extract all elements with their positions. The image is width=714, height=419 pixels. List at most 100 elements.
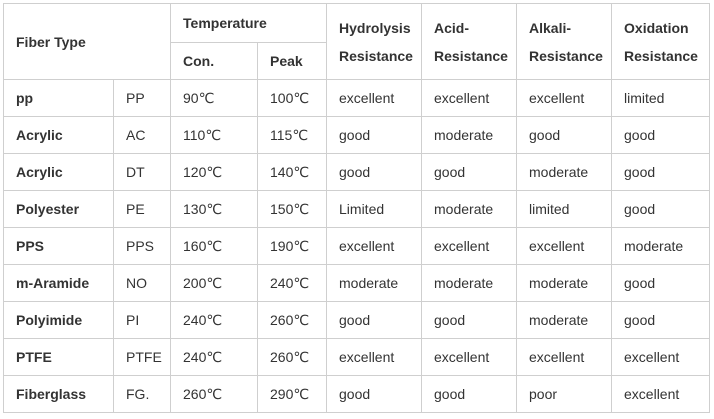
header-peak: Peak	[257, 42, 328, 80]
acid-resistance-cell: moderate	[421, 116, 518, 154]
header-subrow: Con. Peak	[4, 42, 710, 80]
fiber-code-cell: FG.	[112, 375, 172, 413]
acid-resistance-cell: good	[421, 301, 518, 339]
header-acid-line1: Acid-	[434, 19, 470, 36]
fiber-code-cell: PPS	[112, 227, 172, 265]
table-row: PTFE PTFE 240℃ 260℃ excellent excellent excell…	[3, 338, 711, 376]
temp-peak-cell: 290℃	[257, 375, 328, 413]
table-row: Acrylic DT 120℃ 140℃ good good moderate good	[3, 153, 711, 191]
temp-peak-cell: 260℃	[257, 301, 328, 339]
fiber-code-cell: DT	[112, 153, 172, 191]
fiber-code-cell: PTFE	[112, 338, 172, 376]
fiber-name-cell: Fiberglass	[3, 375, 114, 413]
temp-peak-cell: 190℃	[257, 227, 328, 265]
header-acid-line2: Resistance	[434, 47, 508, 64]
fiber-name-cell: Acrylic	[3, 116, 114, 154]
temp-con-cell: 200℃	[170, 264, 259, 302]
hydrolysis-resistance-cell: excellent	[326, 227, 423, 265]
temp-peak-cell: 240℃	[257, 264, 328, 302]
temp-peak-cell: 150℃	[257, 190, 328, 228]
alkali-resistance-cell: moderate	[516, 301, 613, 339]
alkali-resistance-cell: limited	[516, 190, 613, 228]
alkali-resistance-cell: excellent	[516, 338, 613, 376]
header-alkali-line2: Resistance	[529, 47, 603, 64]
temp-con-cell: 90℃	[170, 79, 259, 117]
table-row: Polyimide PI 240℃ 260℃ good good moderate good	[3, 301, 711, 339]
acid-resistance-cell: excellent	[421, 338, 518, 376]
header-acid-resistance: Acid- Resistance	[421, 3, 518, 80]
fiber-code-cell: AC	[112, 116, 172, 154]
header-temperature: Temperature	[170, 3, 328, 43]
hydrolysis-resistance-cell: good	[326, 375, 423, 413]
table-body: pp PP 90℃ 100℃ excellent excellent excellent li…	[3, 79, 711, 413]
acid-resistance-cell: moderate	[421, 190, 518, 228]
oxidation-resistance-cell: moderate	[611, 227, 711, 265]
table-row: Acrylic AC 110℃ 115℃ good moderate good good	[3, 116, 711, 154]
header-alkali-line1: Alkali-	[529, 19, 572, 36]
table-row: m-Aramide NO 200℃ 240℃ moderate moderate moder…	[3, 264, 711, 302]
fiber-name-cell: Polyester	[3, 190, 114, 228]
oxidation-resistance-cell: good	[611, 153, 711, 191]
temp-con-cell: 120℃	[170, 153, 259, 191]
table-row: PPS PPS 160℃ 190℃ excellent excellent excellen…	[3, 227, 711, 265]
temp-peak-cell: 140℃	[257, 153, 328, 191]
alkali-resistance-cell: excellent	[516, 79, 613, 117]
temp-peak-cell: 100℃	[257, 79, 328, 117]
acid-resistance-cell: excellent	[421, 79, 518, 117]
fiber-code-cell: PI	[112, 301, 172, 339]
oxidation-resistance-cell: good	[611, 190, 711, 228]
header-oxidation-line1: Oxidation	[624, 19, 689, 36]
fiber-name-cell: PTFE	[3, 338, 114, 376]
temp-peak-cell: 115℃	[257, 116, 328, 154]
table-row: Polyester PE 130℃ 150℃ Limited moderate limite…	[3, 190, 711, 228]
fiber-properties-table: Fiber Type Temperature Hydrolysis Resist…	[2, 3, 711, 413]
oxidation-resistance-cell: limited	[611, 79, 711, 117]
oxidation-resistance-cell: good	[611, 116, 711, 154]
acid-resistance-cell: good	[421, 153, 518, 191]
alkali-resistance-cell: moderate	[516, 153, 613, 191]
temp-con-cell: 110℃	[170, 116, 259, 154]
header-hydrolysis-line2: Resistance	[339, 47, 413, 64]
table-row: Fiberglass FG. 260℃ 290℃ good good poor excelle…	[3, 375, 711, 413]
hydrolysis-resistance-cell: Limited	[326, 190, 423, 228]
header-alkali-resistance: Alkali- Resistance	[516, 3, 613, 80]
alkali-resistance-cell: poor	[516, 375, 613, 413]
temp-con-cell: 240℃	[170, 338, 259, 376]
acid-resistance-cell: excellent	[421, 227, 518, 265]
alkali-resistance-cell: good	[516, 116, 613, 154]
header-con: Con.	[170, 42, 259, 80]
header-hydrolysis-resistance: Hydrolysis Resistance	[326, 3, 423, 80]
fiber-name-cell: m-Aramide	[3, 264, 114, 302]
fiber-name-cell: Acrylic	[3, 153, 114, 191]
hydrolysis-resistance-cell: excellent	[326, 338, 423, 376]
alkali-resistance-cell: excellent	[516, 227, 613, 265]
hydrolysis-resistance-cell: good	[326, 116, 423, 154]
fiber-code-cell: NO	[112, 264, 172, 302]
alkali-resistance-cell: moderate	[516, 264, 613, 302]
acid-resistance-cell: good	[421, 375, 518, 413]
header-hydrolysis-line1: Hydrolysis	[339, 19, 411, 36]
acid-resistance-cell: moderate	[421, 264, 518, 302]
fiber-name-cell: PPS	[3, 227, 114, 265]
hydrolysis-resistance-cell: good	[326, 301, 423, 339]
oxidation-resistance-cell: excellent	[611, 375, 711, 413]
oxidation-resistance-cell: good	[611, 301, 711, 339]
temp-con-cell: 130℃	[170, 190, 259, 228]
fiber-name-cell: Polyimide	[3, 301, 114, 339]
oxidation-resistance-cell: excellent	[611, 338, 711, 376]
header-oxidation-line2: Resistance	[624, 47, 698, 64]
temp-con-cell: 160℃	[170, 227, 259, 265]
temp-con-cell: 240℃	[170, 301, 259, 339]
temp-con-cell: 260℃	[170, 375, 259, 413]
header-fiber-type: Fiber Type	[2, 3, 172, 80]
table-row: pp PP 90℃ 100℃ excellent excellent excellent li…	[3, 79, 711, 117]
fiber-name-cell: pp	[3, 79, 114, 117]
fiber-code-cell: PP	[112, 79, 172, 117]
header-oxidation-resistance: Oxidation Resistance	[611, 3, 711, 80]
temp-peak-cell: 260℃	[257, 338, 328, 376]
fiber-code-cell: PE	[112, 190, 172, 228]
header-row: Fiber Type Temperature Hydrolysis Resist…	[2, 3, 711, 80]
hydrolysis-resistance-cell: moderate	[326, 264, 423, 302]
hydrolysis-resistance-cell: good	[326, 153, 423, 191]
oxidation-resistance-cell: good	[611, 264, 711, 302]
